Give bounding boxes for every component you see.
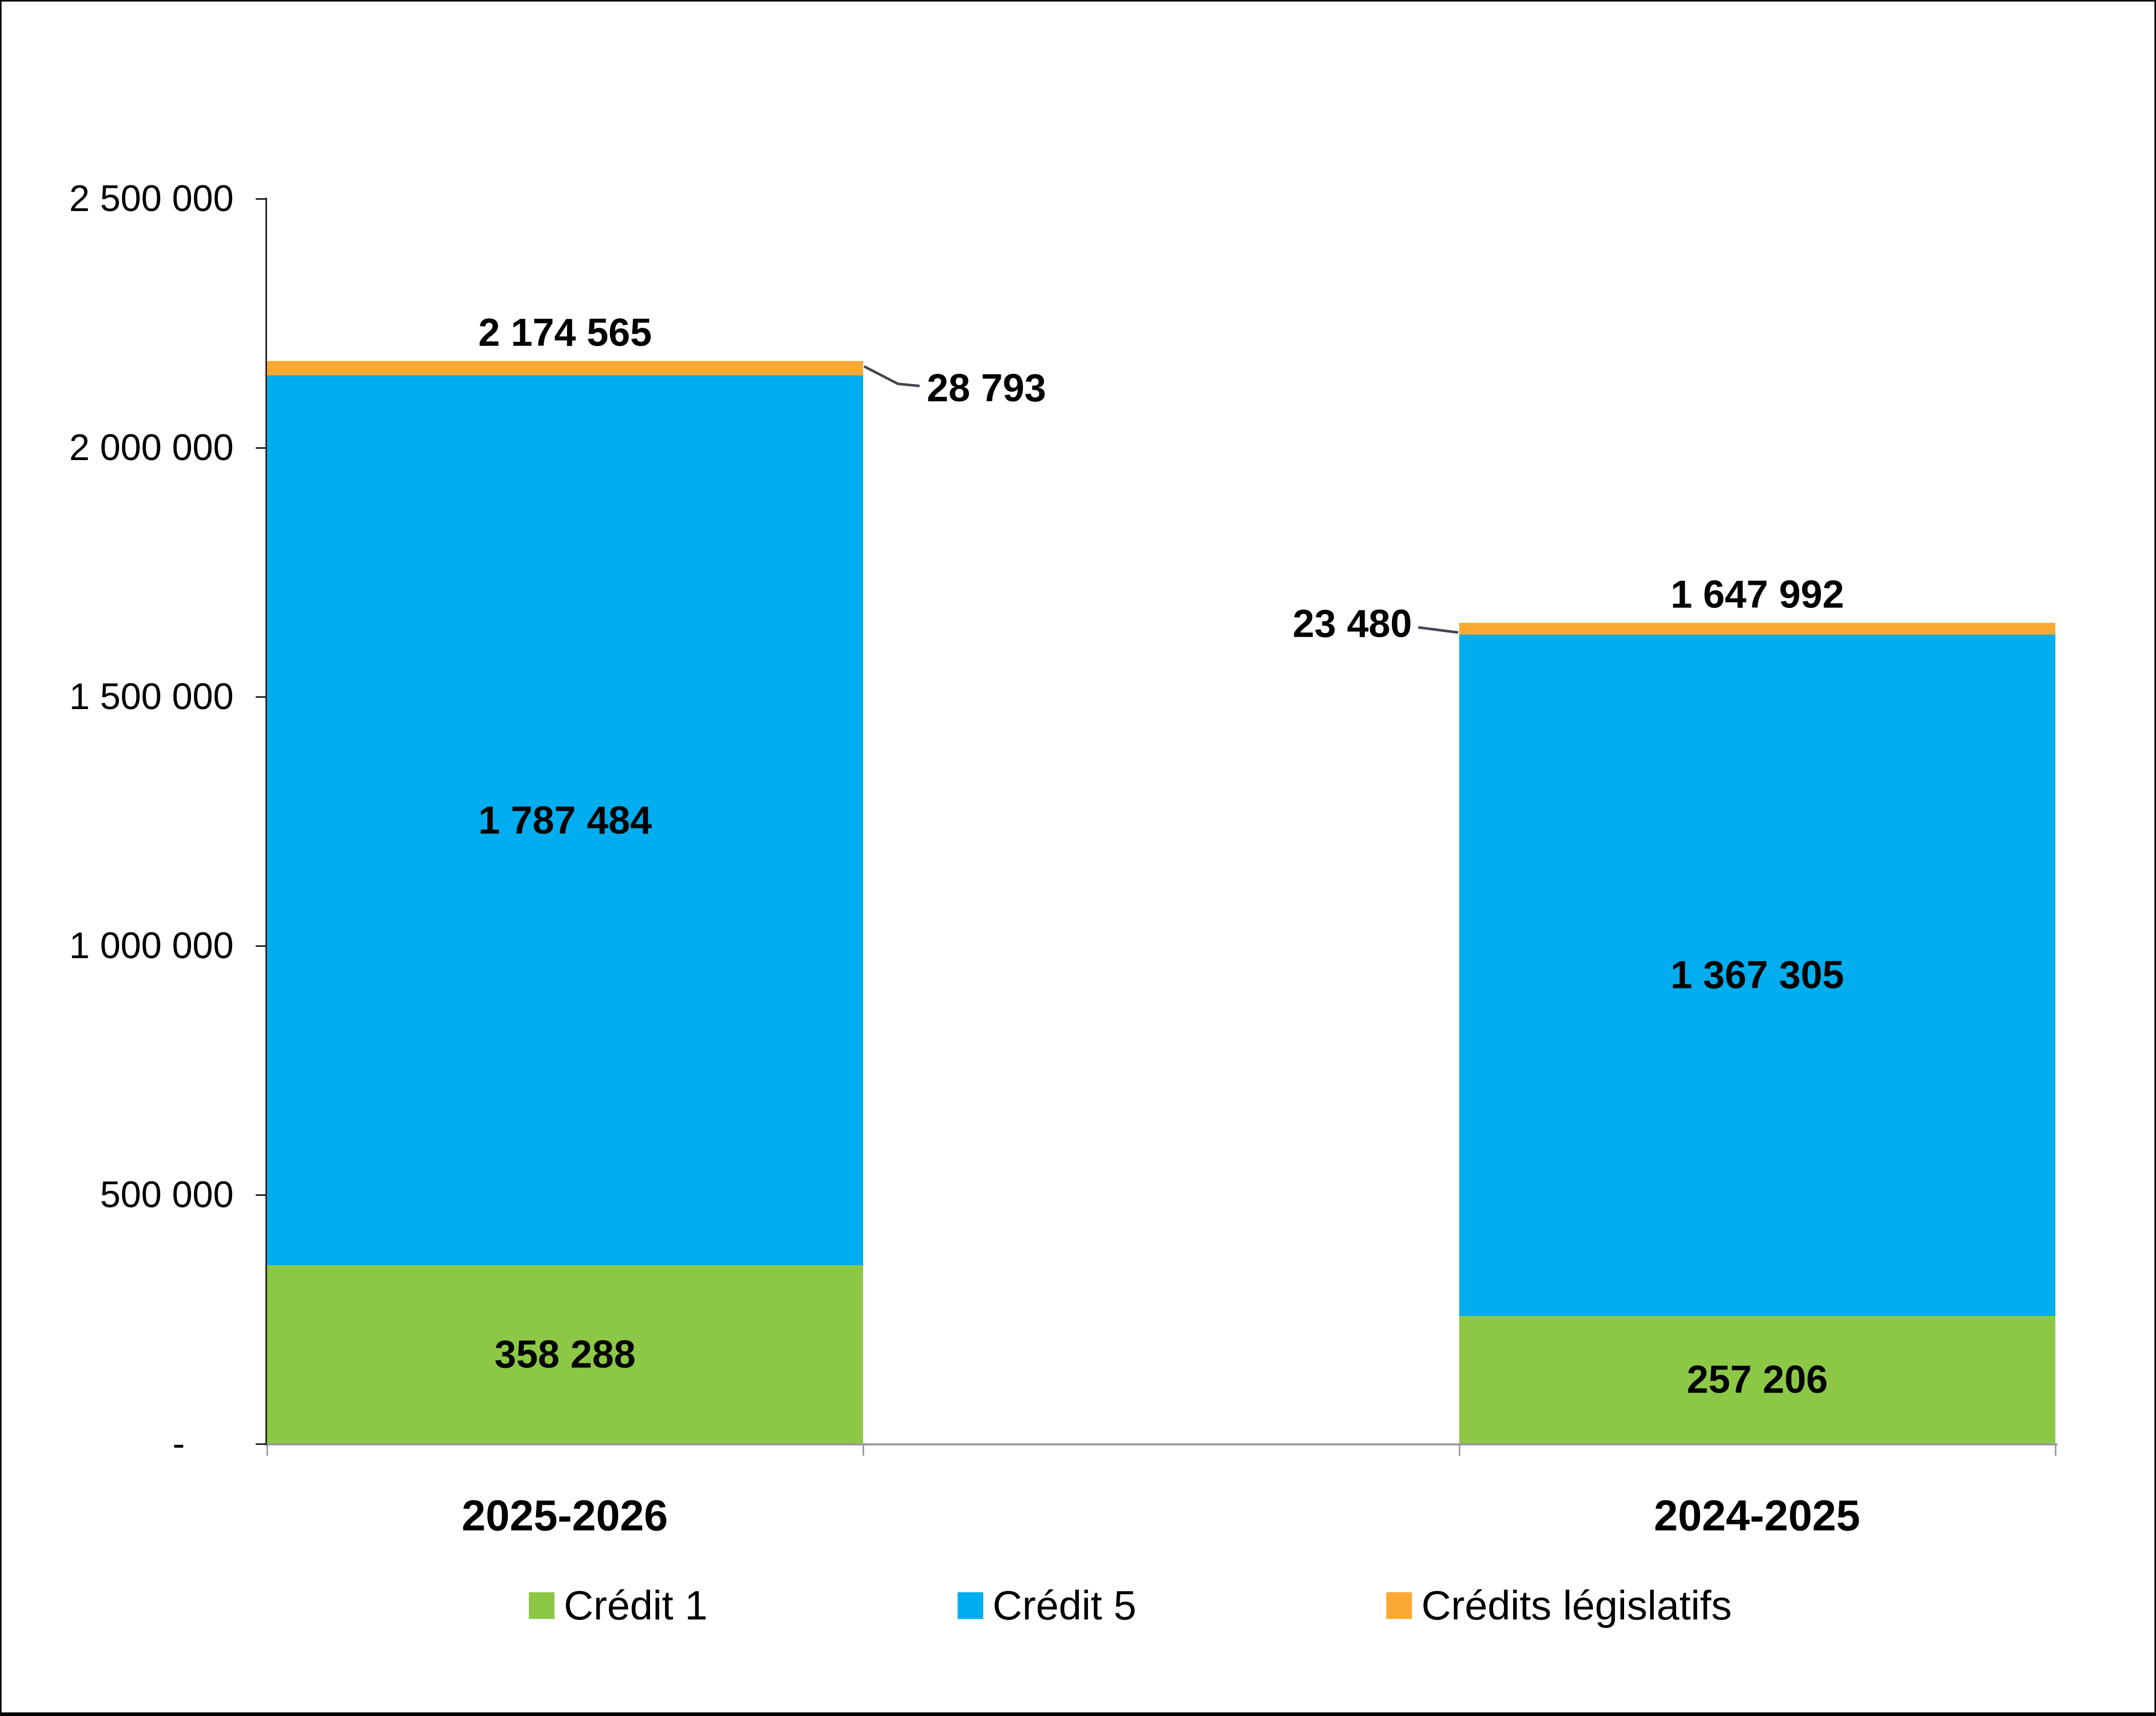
y-tick-label-zero: - <box>173 1423 185 1464</box>
legend-label: Crédit 5 <box>993 1582 1137 1628</box>
segment-value-label: 257 206 <box>1687 1358 1828 1402</box>
y-tick-mark <box>256 1443 267 1445</box>
y-tick-label: 2 500 000 <box>69 178 234 219</box>
y-axis-line <box>265 198 267 1445</box>
y-tick-label: 2 000 000 <box>69 427 234 468</box>
bar-segment-crédit-5[interactable] <box>267 375 863 1266</box>
y-tick-mark <box>256 1194 267 1196</box>
category-tick-mark <box>1459 1444 1460 1456</box>
leader-line <box>1418 626 1459 634</box>
y-tick-label: 1 500 000 <box>69 676 234 717</box>
y-tick-mark <box>256 696 267 698</box>
total-value-label: 2 174 565 <box>478 311 652 355</box>
legend-item-credits-legislatifs[interactable]: Crédits législatifs <box>1386 1581 1732 1630</box>
legend-swatch-blue <box>958 1592 984 1619</box>
y-tick-mark <box>256 945 267 947</box>
bar-segment-crédit-5[interactable] <box>1459 635 2055 1316</box>
callout-value-label: 28 793 <box>927 366 1046 410</box>
segment-value-label: 1 787 484 <box>478 798 652 843</box>
legend: Crédit 1 Crédit 5 Crédits législatifs <box>529 1581 1732 1630</box>
total-value-label: 1 647 992 <box>1670 573 1844 617</box>
legend-item-credit-1[interactable]: Crédit 1 <box>529 1581 708 1630</box>
category-tick-mark <box>266 1444 268 1456</box>
bar-segment-crédit-1[interactable] <box>1459 1315 2055 1444</box>
legend-swatch-green <box>529 1592 555 1619</box>
y-tick-mark <box>256 198 267 200</box>
frame-border-top <box>0 0 2156 2</box>
frame-border-bottom <box>0 1712 2156 1716</box>
category-label-2024-2025: 2024-2025 <box>1654 1491 1860 1540</box>
category-tick-mark <box>863 1444 864 1456</box>
segment-value-label: 1 367 305 <box>1670 953 1844 997</box>
legend-label: Crédit 1 <box>564 1582 708 1628</box>
leader-line <box>863 365 920 388</box>
bar-segment-crédits-législatifs[interactable] <box>267 360 863 375</box>
legend-label: Crédits législatifs <box>1421 1582 1732 1628</box>
segment-value-label: 358 288 <box>494 1332 636 1377</box>
category-tick-mark <box>2055 1444 2056 1456</box>
frame-border-left <box>0 0 2 1716</box>
bar-segment-crédits-législatifs[interactable] <box>1459 623 2055 635</box>
y-tick-label: 1 000 000 <box>69 925 234 966</box>
legend-swatch-orange <box>1386 1592 1413 1619</box>
y-tick-label: 500 000 <box>100 1174 234 1215</box>
callout-value-label: 23 480 <box>1292 602 1412 646</box>
category-label-2025-2026: 2025-2026 <box>462 1491 668 1540</box>
frame-border-right <box>2154 0 2156 1716</box>
y-tick-mark <box>256 447 267 449</box>
legend-item-credit-5[interactable]: Crédit 5 <box>958 1581 1136 1630</box>
x-axis-line <box>267 1443 2057 1445</box>
bar-segment-crédit-1[interactable] <box>267 1265 863 1444</box>
